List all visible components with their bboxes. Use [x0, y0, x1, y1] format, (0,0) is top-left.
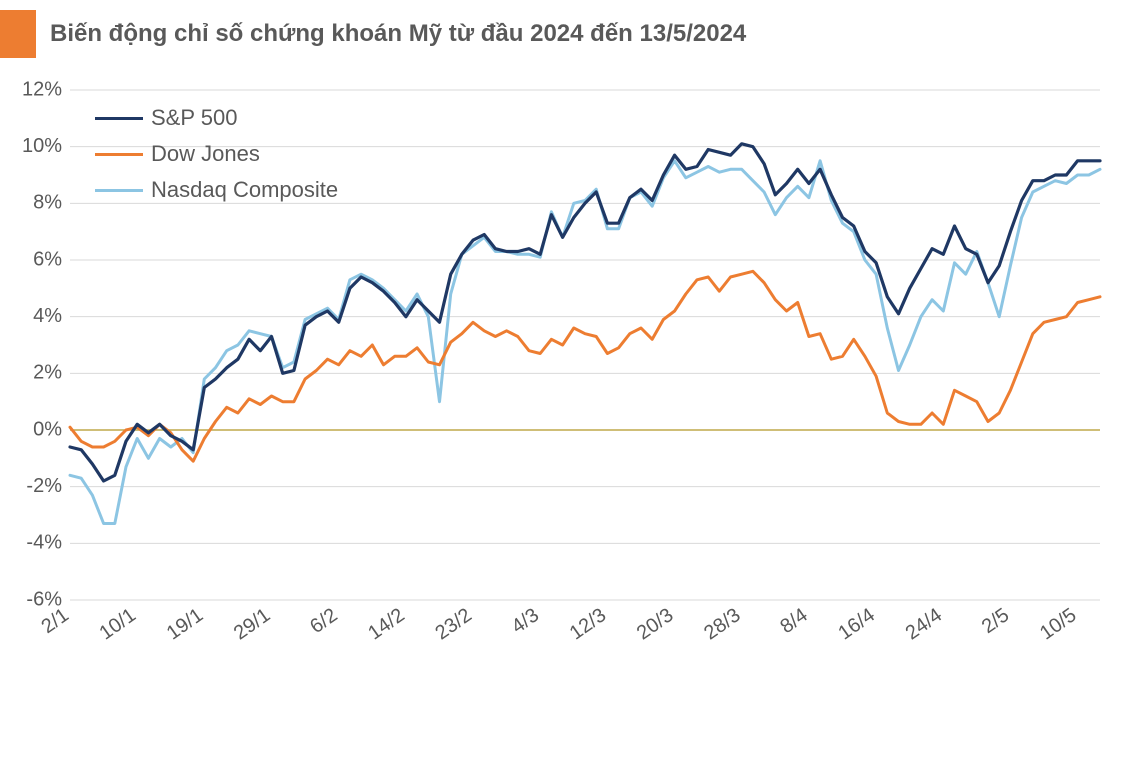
chart-title: Biến động chỉ số chứng khoán Mỹ từ đầu 2…: [50, 20, 746, 48]
x-tick-label: 10/1: [96, 604, 141, 644]
y-tick-label: 12%: [22, 78, 62, 100]
x-tick-label: 12/3: [566, 604, 611, 644]
y-tick-label: 4%: [33, 305, 62, 327]
chart-frame: Biến động chỉ số chứng khoán Mỹ từ đầu 2…: [0, 0, 1131, 758]
chart-legend: S&P 500 Dow Jones Nasdaq Composite: [95, 105, 338, 213]
series-line: [70, 161, 1100, 524]
y-tick-label: 0%: [33, 418, 62, 440]
y-tick-label: 8%: [33, 192, 62, 214]
x-tick-label: 24/4: [902, 604, 947, 644]
x-tick-label: 10/5: [1036, 604, 1081, 644]
legend-line-swatch: [95, 153, 143, 156]
x-tick-label: 4/3: [508, 604, 543, 638]
x-tick-label: 29/1: [230, 604, 275, 644]
y-tick-label: -2%: [26, 475, 62, 497]
legend-label: S&P 500: [151, 105, 237, 131]
x-tick-label: 16/4: [834, 604, 879, 644]
x-tick-label: 19/1: [163, 604, 208, 644]
x-tick-label: 6/2: [306, 604, 341, 638]
legend-item: Dow Jones: [95, 141, 338, 167]
legend-item: Nasdaq Composite: [95, 177, 338, 203]
header-accent-bar: [0, 10, 36, 58]
legend-line-swatch: [95, 189, 143, 192]
x-tick-label: 2/5: [978, 604, 1013, 638]
x-tick-label: 23/2: [431, 604, 476, 644]
x-tick-label: 8/4: [776, 604, 811, 638]
y-tick-label: -4%: [26, 532, 62, 554]
legend-item: S&P 500: [95, 105, 338, 131]
x-tick-label: 28/3: [700, 604, 745, 644]
chart-header: Biến động chỉ số chứng khoán Mỹ từ đầu 2…: [0, 10, 746, 58]
x-tick-label: 14/2: [364, 604, 409, 644]
legend-label: Dow Jones: [151, 141, 260, 167]
y-tick-label: 10%: [22, 135, 62, 157]
y-tick-label: 2%: [33, 362, 62, 384]
x-tick-label: 20/3: [633, 604, 678, 644]
y-tick-label: 6%: [33, 248, 62, 270]
legend-line-swatch: [95, 117, 143, 120]
legend-label: Nasdaq Composite: [151, 177, 338, 203]
